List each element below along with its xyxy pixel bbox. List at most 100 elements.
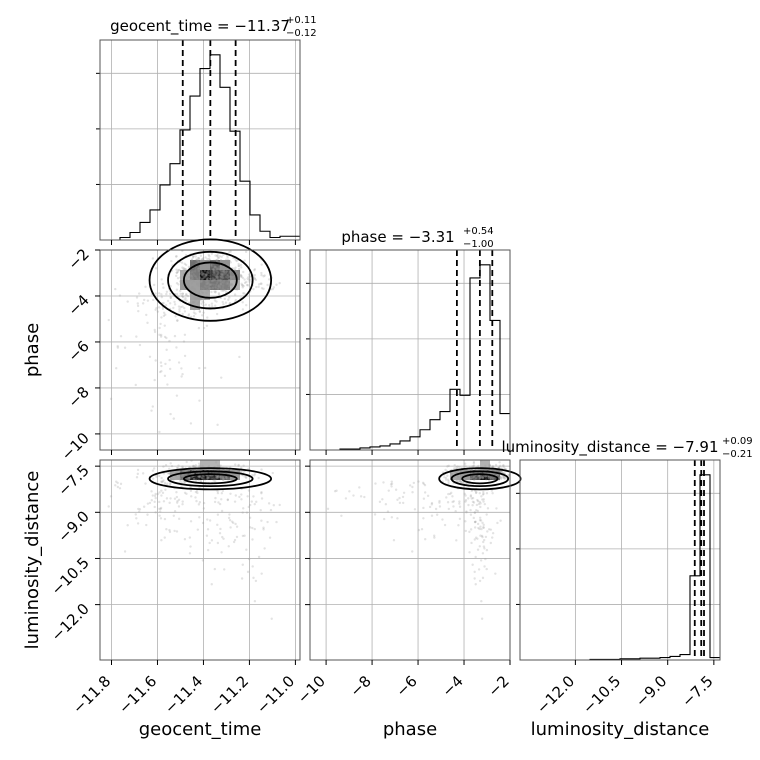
panel-geocent_time-vs-luminosity_distance-point xyxy=(171,471,174,475)
panel-geocent_time-vs-luminosity_distance-point xyxy=(243,534,246,537)
panel-geocent_time-vs-phase-point xyxy=(216,423,219,427)
panel-geocent_time-vs-phase-point xyxy=(175,319,179,322)
panel-geocent_time-vs-luminosity_distance-point xyxy=(252,495,255,498)
panel-geocent_time-vs-luminosity_distance-point xyxy=(219,464,222,467)
panel-geocent_time-vs-phase-point xyxy=(198,260,201,264)
panel-geocent_time-vs-phase-point xyxy=(278,281,281,285)
panel-geocent_time-vs-phase-point xyxy=(230,284,233,287)
panel-geocent_time-vs-phase-point xyxy=(190,286,194,289)
panel-geocent_time-vs-phase-point xyxy=(223,266,226,270)
panel-phase-vs-luminosity_distance-point xyxy=(487,476,490,479)
panel-geocent_time-vs-phase-point xyxy=(227,287,230,291)
panel-geocent_time-vs-luminosity_distance-point xyxy=(177,505,181,508)
panel-geocent_time-vs-phase-point xyxy=(222,265,225,268)
panel-geocent_time-vs-luminosity_distance-point xyxy=(216,476,220,479)
panel-phase-vs-luminosity_distance-point xyxy=(477,502,481,506)
panel-geocent_time-vs-luminosity_distance-point xyxy=(216,474,219,478)
panel-geocent_time-vs-phase-point xyxy=(224,275,228,279)
panel-geocent_time-vs-phase-point xyxy=(212,283,215,286)
panel-geocent_time-vs-luminosity_distance-point xyxy=(247,505,250,509)
panel-geocent_time-vs-phase-point xyxy=(197,281,200,284)
panel-phase-vs-luminosity_distance-point xyxy=(454,510,457,513)
panel-geocent_time-vs-luminosity_distance-point xyxy=(251,526,254,530)
panel-geocent_time-vs-phase-point xyxy=(189,279,192,282)
ylabel-luminosity-distance: luminosity_distance xyxy=(22,471,43,650)
panel-phase-vs-luminosity_distance-point xyxy=(482,490,485,494)
panel-geocent_time-vs-luminosity_distance-point xyxy=(221,476,225,479)
panel-geocent_time-vs-phase-point xyxy=(243,259,246,262)
panel-geocent_time-vs-phase-point xyxy=(229,282,232,285)
panel-geocent_time-vs-luminosity_distance-density-cell xyxy=(230,470,240,480)
panel-geocent_time-vs-phase-point xyxy=(196,258,199,262)
panel-geocent_time-vs-luminosity_distance-point xyxy=(181,475,184,478)
panel-phase-vs-luminosity_distance-point xyxy=(458,502,461,505)
panel-phase-vs-luminosity_distance-point xyxy=(474,583,477,586)
panel-geocent_time-vs-phase-density-cell xyxy=(220,280,230,290)
panel-geocent_time-vs-phase-point xyxy=(183,354,187,358)
panel-geocent_time-vs-phase-point xyxy=(215,275,218,278)
title-luminosity-distance-plus: +0.09 xyxy=(722,436,753,447)
panel-geocent_time-vs-luminosity_distance-point xyxy=(242,507,245,510)
panel-geocent_time-vs-luminosity_distance-point xyxy=(262,526,265,529)
panel-geocent_time-vs-phase-point xyxy=(221,289,225,292)
panel-geocent_time-vs-phase-point xyxy=(107,318,110,322)
panel-phase-vs-luminosity_distance-point xyxy=(475,503,479,507)
panel-geocent_time-vs-phase-point xyxy=(178,307,181,311)
panel-geocent_time-vs-phase-point xyxy=(217,292,221,295)
panel-geocent_time-vs-phase-point xyxy=(186,294,190,298)
panel-geocent_time-vs-luminosity_distance-point xyxy=(196,475,200,478)
panel-geocent_time-vs-luminosity_distance-point xyxy=(243,475,246,478)
panel-phase-vs-luminosity_distance-point xyxy=(472,462,476,465)
panel-geocent_time-vs-phase-point xyxy=(200,277,204,281)
panel-phase-vs-luminosity_distance-point xyxy=(471,503,474,507)
panel-phase-vs-luminosity_distance-point xyxy=(475,491,478,494)
panel-geocent_time-vs-phase-point xyxy=(211,277,215,280)
panel-phase-vs-luminosity_distance-point xyxy=(458,479,461,483)
panel-geocent_time-vs-phase-point xyxy=(216,267,220,271)
panel-geocent_time-vs-phase-point xyxy=(185,294,188,297)
panel-phase-vs-luminosity_distance-point xyxy=(482,475,485,478)
panel-geocent_time-vs-luminosity_distance-point xyxy=(235,525,239,528)
panel-geocent_time-vs-phase-point xyxy=(222,269,225,272)
panel-phase-vs-luminosity_distance-point xyxy=(474,555,477,559)
panel-phase-vs-luminosity_distance-point xyxy=(489,476,492,479)
panel-geocent_time-vs-luminosity_distance-point xyxy=(195,468,198,472)
panel-geocent_time-vs-luminosity_distance-point xyxy=(188,536,192,539)
panel-phase-vs-luminosity_distance-point xyxy=(478,491,481,495)
panel-geocent_time-vs-phase-point xyxy=(179,269,183,273)
panel-geocent_time-vs-phase-point xyxy=(154,359,157,362)
panel-geocent_time-vs-phase-point xyxy=(219,279,222,282)
panel-geocent_time-vs-phase-point xyxy=(233,293,237,296)
panel-geocent_time-vs-phase-point xyxy=(220,280,224,284)
panel-geocent_time-vs-phase-point xyxy=(126,300,129,303)
panel-geocent_time-vs-phase-point xyxy=(200,280,203,284)
panel-geocent_time-vs-luminosity_distance-point xyxy=(178,476,182,480)
panel-geocent_time-vs-luminosity_distance-point xyxy=(213,500,217,504)
panel-geocent_time-vs-phase-point xyxy=(184,268,188,271)
panel-geocent_time-vs-phase-point xyxy=(175,255,178,258)
panel-phase-vs-luminosity_distance-point xyxy=(502,464,505,467)
panel-geocent_time-vs-phase-point xyxy=(213,278,217,281)
panel-geocent_time-vs-luminosity_distance-point xyxy=(180,481,183,484)
panel-geocent_time-vs-luminosity_distance-point xyxy=(269,508,273,512)
panel-geocent_time-vs-phase-point xyxy=(210,279,214,282)
panel-geocent_time-vs-phase-point xyxy=(206,277,209,281)
panel-geocent_time-vs-luminosity_distance-point xyxy=(142,505,146,508)
panel-geocent_time-vs-phase-point xyxy=(135,296,139,299)
panel-geocent_time-vs-luminosity_distance-point xyxy=(168,530,172,534)
panel-geocent_time-vs-phase-point xyxy=(190,271,193,274)
panel-geocent_time-vs-phase-point xyxy=(164,313,167,316)
panel-geocent_time-vs-phase-point xyxy=(219,282,223,286)
panel-geocent_time-vs-phase-point xyxy=(212,270,215,274)
panel-phase-vs-luminosity_distance-point xyxy=(374,482,377,485)
panel-geocent_time-vs-phase-point xyxy=(175,293,179,296)
panel-geocent_time-vs-luminosity_distance-point xyxy=(200,476,204,480)
panel-geocent_time-vs-luminosity_distance-point xyxy=(220,492,224,495)
panel-geocent_time-vs-phase-point xyxy=(146,299,150,302)
panel-geocent_time-vs-luminosity_distance-point xyxy=(195,489,199,492)
xtick-label-luminosity_distance-3: −7.5 xyxy=(678,672,716,710)
panel-geocent_time-vs-luminosity_distance-point xyxy=(138,510,141,513)
panel-geocent_time-vs-phase-point xyxy=(228,278,232,282)
panel-geocent_time-vs-phase-point xyxy=(241,284,244,287)
